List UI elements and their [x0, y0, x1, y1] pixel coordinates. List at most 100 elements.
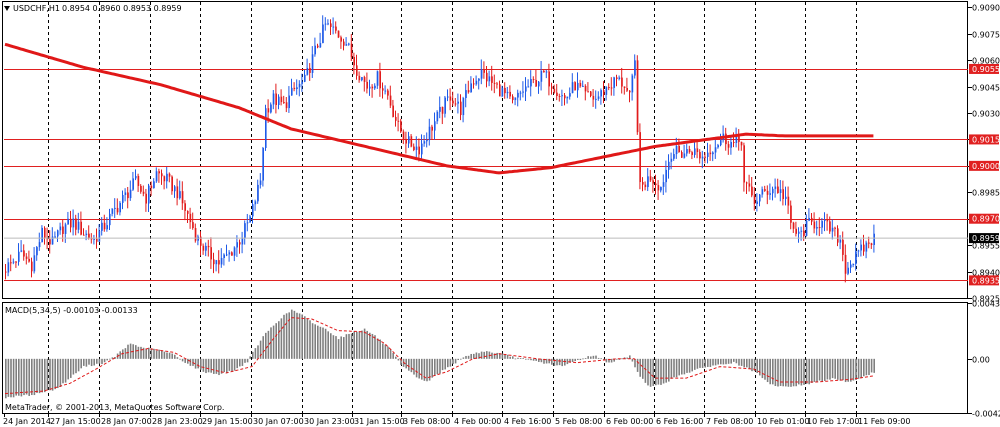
bear-candle [137, 175, 140, 186]
macd-bar [345, 334, 348, 359]
bull-candle [683, 153, 686, 158]
macd-bar [309, 320, 311, 359]
macd-bar [766, 358, 769, 383]
bull-candle [730, 142, 732, 148]
macd-bar [85, 358, 88, 367]
bull-candle [444, 97, 446, 114]
bull-candle [226, 254, 228, 256]
bull-candle [262, 147, 264, 181]
bull-candle [465, 90, 467, 99]
bull-candle [571, 82, 574, 94]
bear-candle [704, 156, 706, 158]
macd-bar [551, 358, 553, 365]
bull-candle [540, 70, 543, 82]
macd-bar [10, 358, 12, 398]
macd-bar [272, 325, 275, 359]
macd-bar [301, 314, 303, 359]
bull-candle [694, 148, 696, 155]
macd-bar [748, 358, 751, 369]
macd-bar [769, 358, 771, 385]
macd-bar [629, 355, 631, 359]
macd-bar [322, 327, 324, 359]
bear-candle [834, 227, 836, 229]
macd-bar [504, 354, 506, 359]
bull-candle [236, 242, 238, 248]
macd-bar [304, 316, 306, 359]
bull-candle [527, 86, 530, 88]
bull-candle [428, 126, 431, 141]
bull-candle [865, 242, 868, 252]
macd-bar [83, 358, 85, 366]
bull-candle [114, 207, 116, 209]
macd-bar [369, 332, 371, 359]
macd-bar [246, 358, 249, 363]
current-price-box [969, 233, 999, 244]
macd-bar [93, 358, 95, 366]
bear-candle [213, 259, 215, 265]
bear-candle [309, 67, 311, 73]
macd-bar [223, 358, 225, 373]
macd-bar [868, 358, 870, 375]
macd-bar [517, 357, 519, 359]
triangle-down-icon[interactable] [4, 6, 10, 11]
bear-candle [564, 95, 566, 99]
macd-bar [200, 358, 202, 370]
macd-bar [467, 355, 470, 359]
bear-candle [15, 261, 17, 263]
bull-candle [670, 158, 673, 162]
macd-bar [72, 358, 75, 375]
macd-bar [813, 358, 816, 382]
bull-candle [12, 261, 15, 263]
macd-bar [371, 333, 374, 359]
bull-candle [18, 251, 20, 262]
bull-candle [673, 154, 675, 159]
macd-bar [127, 344, 129, 359]
macd-bar [730, 358, 732, 364]
bull-candle [447, 96, 449, 98]
bull-candle [720, 140, 722, 146]
bull-candle [311, 54, 314, 73]
macd-bar [7, 358, 10, 397]
bear-candle [181, 191, 184, 204]
macd-bar [20, 358, 23, 397]
macd-bar [267, 330, 270, 359]
bull-candle [220, 257, 223, 265]
macd-bar [436, 358, 439, 375]
bull-candle [384, 90, 387, 92]
bull-candle [421, 143, 423, 155]
bull-candle [816, 226, 818, 229]
macd-bar [36, 358, 38, 393]
bull-candle [41, 227, 43, 243]
bear-candle [863, 244, 865, 252]
bull-candle [712, 152, 714, 155]
bull-candle [519, 92, 522, 94]
bull-candle [106, 225, 108, 230]
bear-candle [161, 173, 163, 177]
bear-candle [31, 261, 33, 272]
macd-bar [543, 358, 545, 364]
macd-bar [454, 358, 457, 364]
bear-candle [392, 105, 394, 117]
macd-bar [317, 325, 319, 359]
macd-bar [18, 358, 20, 396]
macd-bar [842, 358, 844, 381]
macd-bar [571, 358, 574, 362]
bull-candle [756, 201, 758, 204]
macd-bar [70, 358, 72, 378]
bear-candle [379, 71, 381, 89]
bear-candle [603, 90, 605, 95]
macd-bar [738, 358, 740, 366]
macd-bar [847, 358, 849, 382]
bull-candle [522, 91, 524, 93]
price-level-label: 0.8970 [972, 215, 1000, 224]
bear-candle [818, 226, 821, 228]
macd-bar [231, 358, 233, 372]
macd-bar [509, 356, 511, 359]
bear-candle [803, 230, 805, 236]
macd-bar [423, 358, 426, 381]
macd-bar [291, 309, 293, 359]
macd-bar [54, 358, 56, 390]
bull-candle [538, 81, 540, 87]
bull-candle [304, 74, 306, 82]
